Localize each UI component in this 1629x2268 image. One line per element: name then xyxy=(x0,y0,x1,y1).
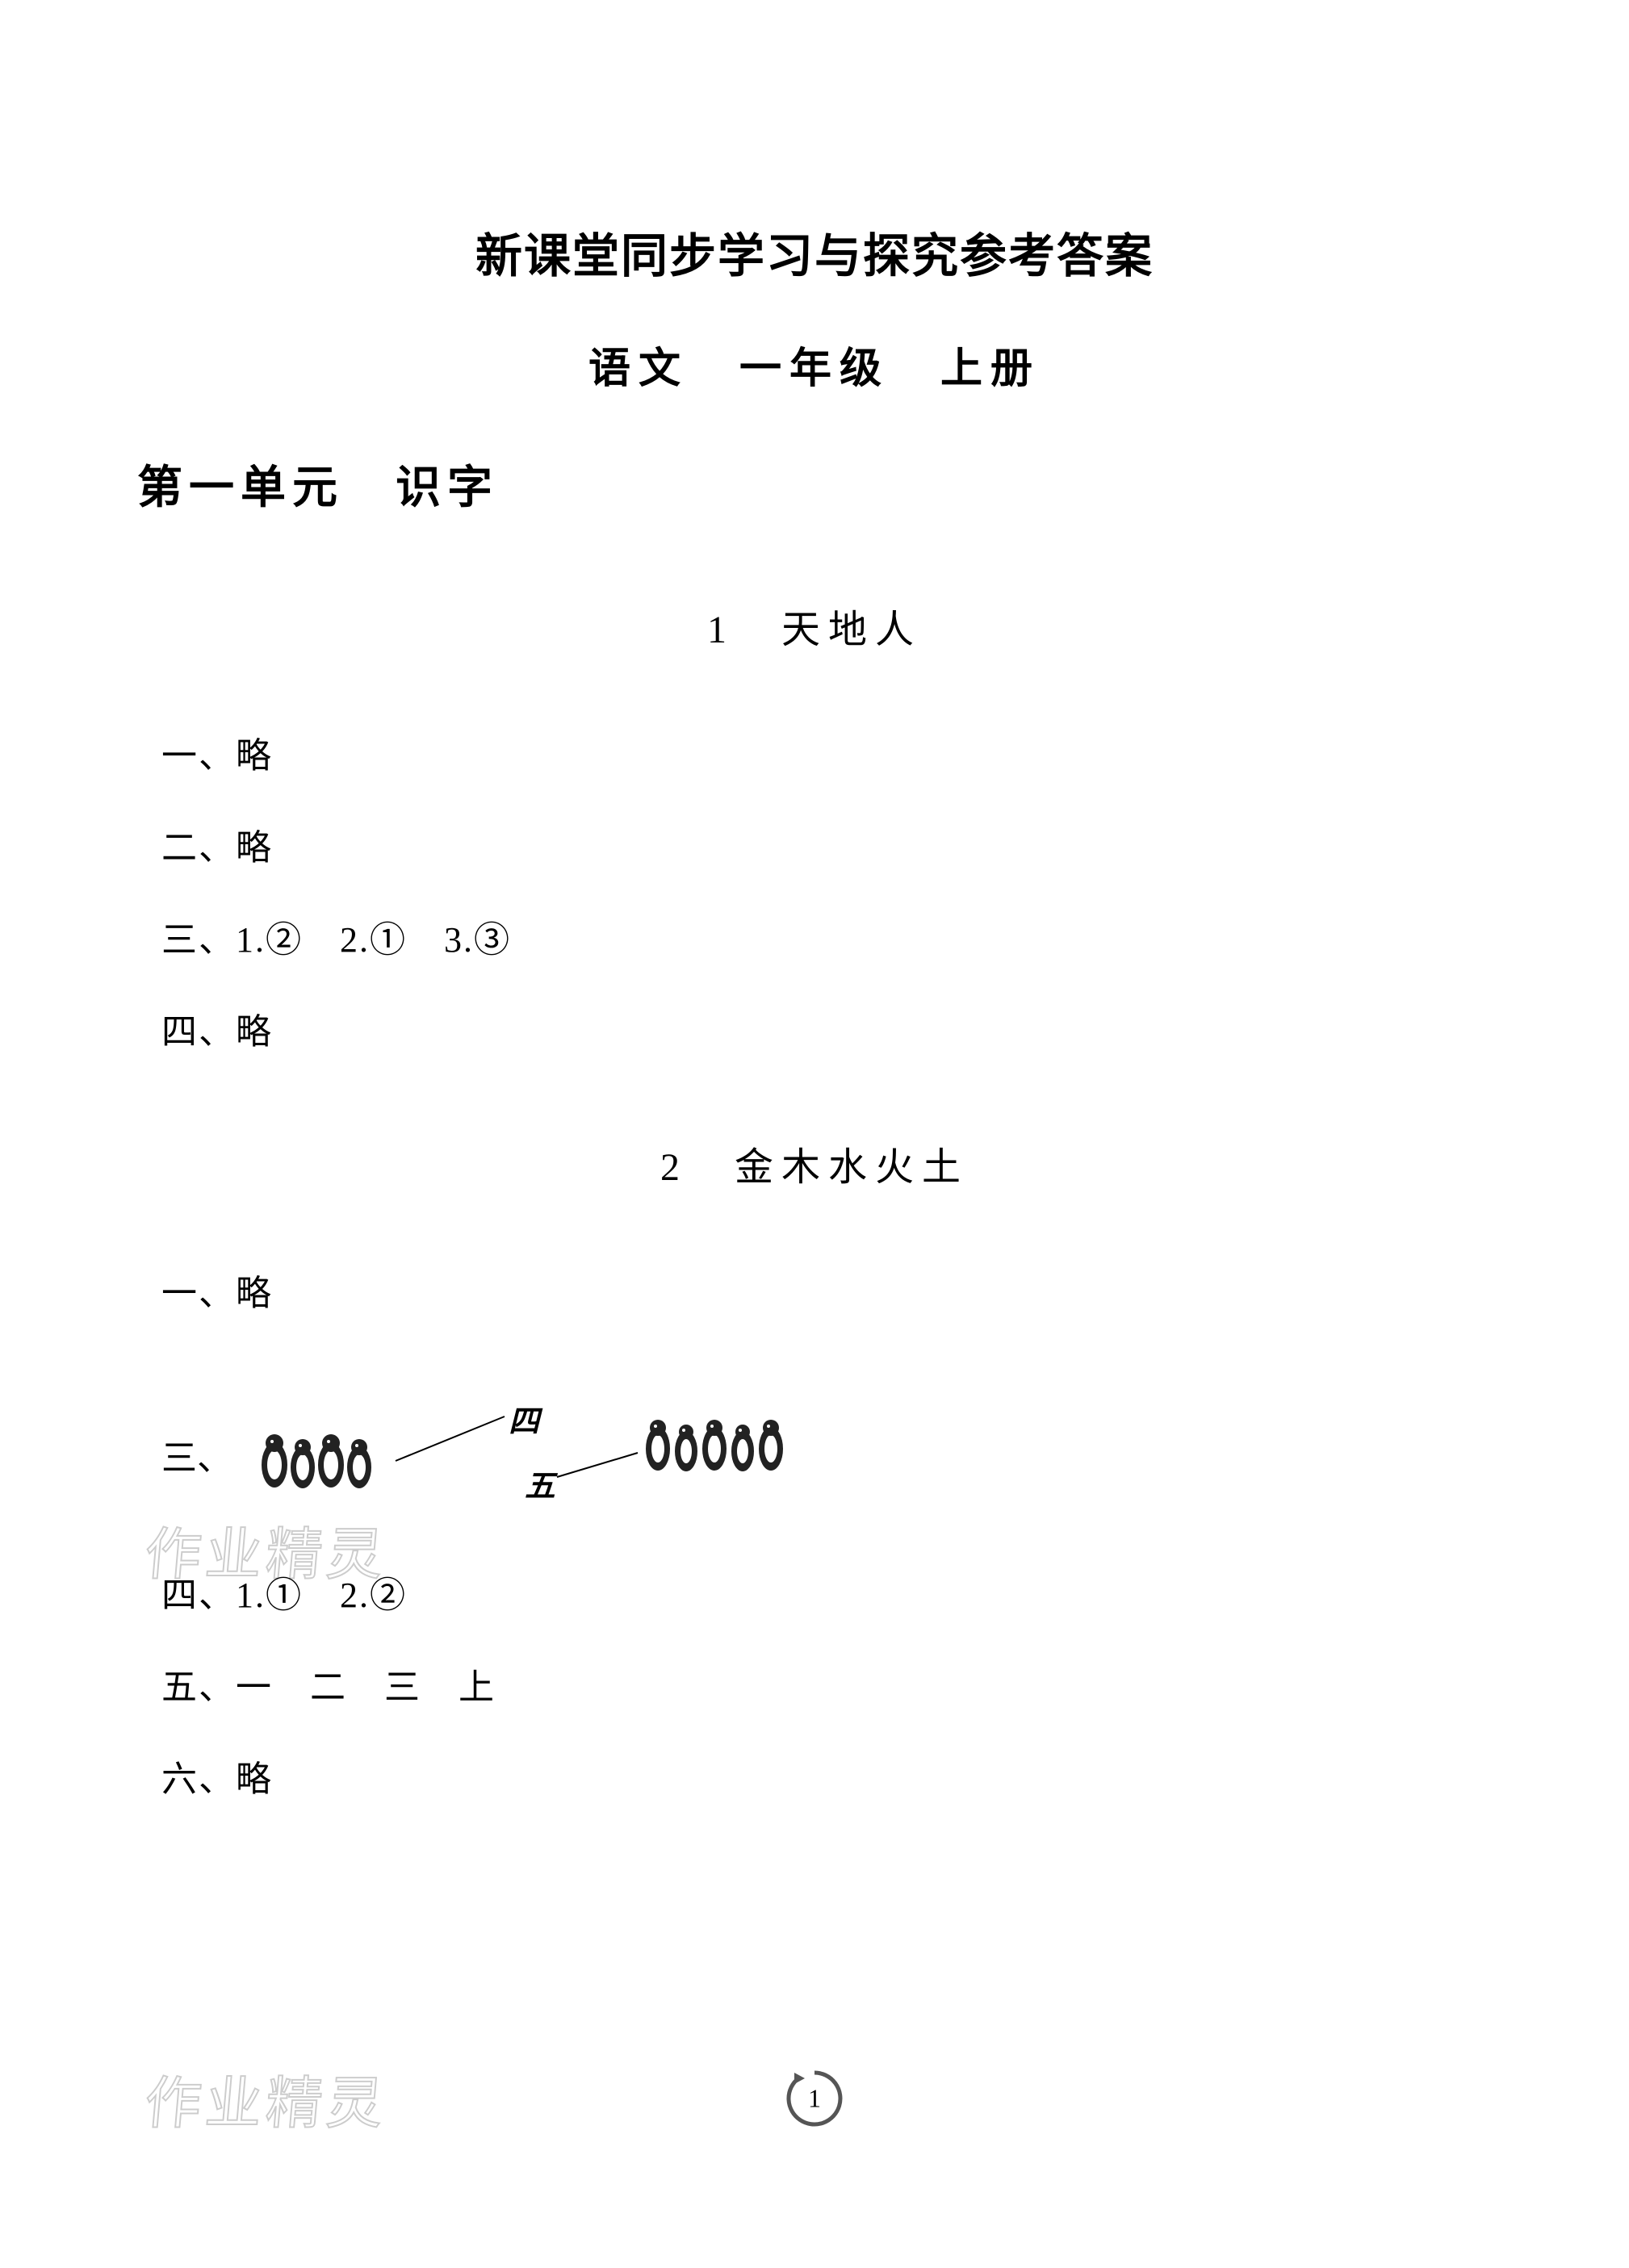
section-1-name: 天地人 xyxy=(781,609,922,651)
page-number-text: 1 xyxy=(808,2084,821,2114)
subject-label: 语文 xyxy=(588,346,689,392)
answer-line: 一、略 xyxy=(161,1264,1468,1316)
section-2-number: 2 xyxy=(660,1146,688,1189)
subtitle: 语文 一年级 上册 xyxy=(161,334,1468,395)
section-2-name: 金木水火土 xyxy=(735,1146,969,1189)
section-1-number: 1 xyxy=(707,609,735,651)
answer-line: 五、一 二 三 上 xyxy=(161,1658,1468,1709)
answer-line: 六、略 xyxy=(161,1750,1468,1801)
answer-line: 一、略 xyxy=(161,726,1468,778)
watermark: 作业精灵 xyxy=(142,2058,392,2140)
penguins-icon xyxy=(630,1404,823,1477)
penguins-icon xyxy=(242,1421,404,1493)
section-1-answers: 一、略 二、略 三、1.② 2.① 3.③ 四、略 xyxy=(161,726,1468,1054)
matching-diagram: 三、 四 五 xyxy=(161,1356,1468,1534)
answer-line: 四、略 xyxy=(161,1002,1468,1054)
penguin-group-4 xyxy=(242,1421,404,1493)
section-2-title: 2 金木水火土 xyxy=(161,1135,1468,1191)
connect-line-1 xyxy=(396,1416,505,1461)
watermark: 作业精灵 xyxy=(142,1509,392,1591)
penguin-group-5 xyxy=(630,1404,823,1477)
main-title: 新课堂同步学习与探究参考答案 xyxy=(161,218,1468,286)
volume-label: 上册 xyxy=(940,346,1041,392)
answer-line: 三、1.② 2.① 3.③ xyxy=(161,910,1468,962)
grade-label: 一年级 xyxy=(739,346,890,392)
label-five: 五 xyxy=(525,1461,555,1505)
label-four: 四 xyxy=(509,1396,539,1441)
page-number-badge: 1 xyxy=(782,2066,847,2131)
section-1-title: 1 天地人 xyxy=(161,597,1468,654)
connect-line-2 xyxy=(557,1453,638,1477)
answer-line: 二、略 xyxy=(161,818,1468,870)
unit-header: 第一单元 识字 xyxy=(137,451,1468,517)
document-page: 新课堂同步学习与探究参考答案 语文 一年级 上册 第一单元 识字 1 天地人 一… xyxy=(0,0,1629,1963)
